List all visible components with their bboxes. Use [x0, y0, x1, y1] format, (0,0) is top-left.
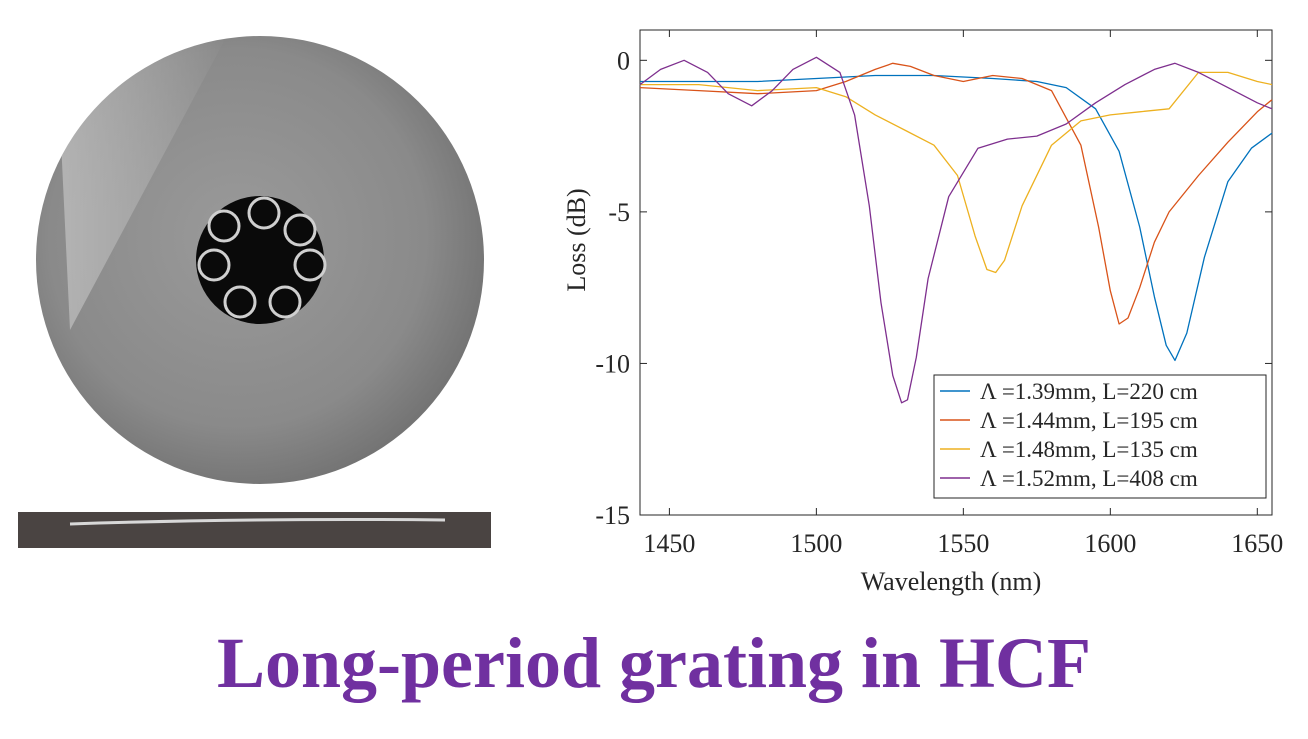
legend-label-2: Λ =1.44mm, L=195 cm [980, 408, 1198, 433]
page-title: Long-period grating in HCF [216, 623, 1092, 703]
fiber-side-view-photo [18, 512, 491, 548]
legend: Λ =1.39mm, L=220 cm Λ =1.44mm, L=195 cm Λ … [933, 374, 1267, 499]
x-tick-label: 1450 [643, 529, 695, 558]
y-tick-label: -10 [595, 349, 630, 378]
legend-items: Λ =1.39mm, L=220 cm Λ =1.44mm, L=195 cm Λ … [940, 379, 1198, 491]
ticks-layer: 1450 1500 1550 1600 1650 0 -5 -10 -15 [595, 30, 1283, 558]
x-axis-label: Wavelength (nm) [861, 567, 1042, 596]
series-line-4 [639, 56, 1273, 404]
legend-box [933, 374, 1267, 499]
series-line-1 [640, 74, 1273, 362]
y-tick-label: -15 [595, 501, 630, 530]
series-line-2 [639, 62, 1273, 325]
sem-fiber-cross-section [36, 36, 484, 484]
legend-label-3: Λ =1.48mm, L=135 cm [980, 437, 1198, 462]
legend-label-1: Λ =1.39mm, L=220 cm [980, 379, 1198, 404]
micrograph-panel [0, 0, 520, 560]
series-layer [639, 56, 1273, 404]
legend-label-4: Λ =1.52mm, L=408 cm [980, 466, 1198, 491]
y-tick-label: -5 [608, 198, 630, 227]
fiber-micrograph [18, 36, 491, 548]
x-tick-label: 1550 [937, 529, 989, 558]
series-line-3 [640, 71, 1273, 274]
loss-chart: 1450 1500 1550 1600 1650 0 -5 -10 -15 Wavelength… [540, 0, 1308, 610]
chart-svg: 1450 1500 1550 1600 1650 0 -5 -10 -15 Wavelength… [562, 29, 1283, 596]
x-tick-label: 1600 [1084, 529, 1136, 558]
y-tick-label: 0 [617, 46, 630, 75]
x-tick-label: 1500 [790, 529, 842, 558]
x-tick-label: 1650 [1231, 529, 1283, 558]
y-axis-label: Loss (dB) [562, 188, 591, 291]
